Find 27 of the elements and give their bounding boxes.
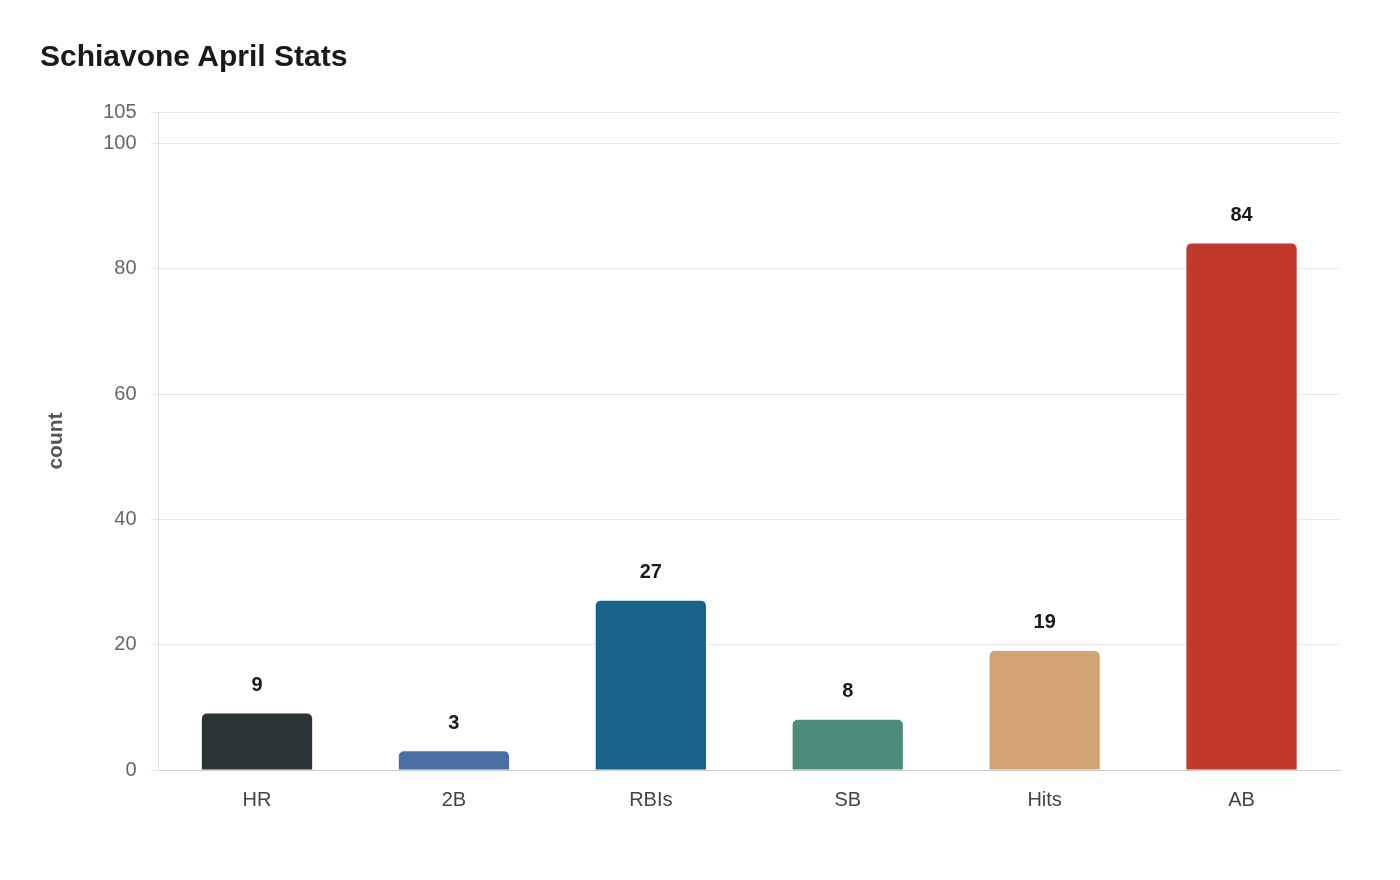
data-label: 84 xyxy=(1230,203,1254,226)
x-tick-label: Hits xyxy=(1027,787,1062,810)
y-tick-label: 40 xyxy=(114,506,137,529)
y-tick-label: 100 xyxy=(103,130,137,153)
data-label: 27 xyxy=(639,560,662,583)
bar xyxy=(595,600,706,770)
bar xyxy=(201,713,313,770)
bar xyxy=(792,719,903,770)
y-tick-label: 80 xyxy=(114,256,137,279)
y-tick-label: 105 xyxy=(103,99,137,122)
x-tick-label: SB xyxy=(834,787,862,810)
x-tick-label: HR xyxy=(242,787,272,810)
y-tick-label: 20 xyxy=(114,632,137,655)
y-tick-label: 60 xyxy=(114,381,137,404)
y-axis-title: count xyxy=(43,412,67,470)
chart-title: Schiavone April Stats xyxy=(40,39,348,73)
bar xyxy=(398,751,510,770)
bar xyxy=(989,650,1100,770)
y-tick-label: 0 xyxy=(125,757,137,780)
data-label: 9 xyxy=(251,673,263,696)
x-tick-label: AB xyxy=(1228,787,1255,810)
x-tick-label: 2B xyxy=(441,787,467,810)
data-label: 3 xyxy=(448,710,460,733)
data-label: 8 xyxy=(842,679,854,702)
x-tick-label: RBIs xyxy=(629,787,673,810)
bar xyxy=(1186,243,1297,770)
data-label: 19 xyxy=(1033,610,1056,633)
